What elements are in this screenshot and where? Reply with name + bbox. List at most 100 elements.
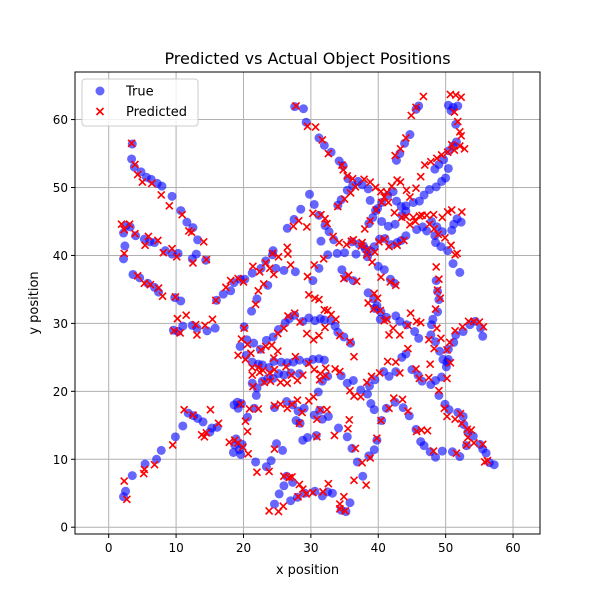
predicted-point <box>254 363 263 372</box>
predicted-point <box>172 252 181 261</box>
predicted-point <box>265 467 274 476</box>
predicted-point <box>425 220 434 229</box>
x-tick-label: 40 <box>371 541 386 555</box>
true-point <box>436 242 446 252</box>
true-point <box>342 432 352 442</box>
predicted-point <box>335 504 344 513</box>
predicted-point <box>384 330 394 339</box>
predicted-point <box>356 392 365 401</box>
predicted-point <box>309 335 318 344</box>
predicted-point <box>180 405 189 414</box>
predicted-point <box>309 392 318 401</box>
predicted-point <box>366 216 375 225</box>
predicted-point <box>345 415 354 424</box>
predicted-point <box>314 295 324 304</box>
predicted-point <box>302 329 311 338</box>
true-point <box>434 390 444 400</box>
predicted-point <box>286 260 295 270</box>
predicted-point <box>446 241 456 250</box>
predicted-point <box>234 274 243 283</box>
true-point <box>426 330 436 340</box>
predicted-point <box>270 401 279 410</box>
predicted-point <box>343 424 353 433</box>
predicted-point <box>335 331 344 340</box>
predicted-point <box>291 352 300 361</box>
predicted-point <box>169 326 179 335</box>
true-point <box>427 320 436 330</box>
predicted-point <box>344 271 353 280</box>
true-point <box>198 417 208 427</box>
predicted-point <box>346 188 355 198</box>
true-point <box>419 441 429 451</box>
predicted-point <box>345 386 355 395</box>
predicted-point <box>226 276 235 285</box>
predicted-point <box>182 311 191 320</box>
true-point <box>351 249 361 259</box>
predicted-point <box>323 306 332 315</box>
predicted-point <box>416 318 425 327</box>
true-point <box>443 163 453 173</box>
predicted-point <box>373 294 382 303</box>
true-point <box>269 499 279 509</box>
true-point <box>289 214 299 224</box>
true-point <box>290 267 300 277</box>
predicted-point <box>320 323 330 332</box>
legend-predicted-label: Predicted <box>126 105 187 120</box>
predicted-point <box>335 367 344 376</box>
predicted-point <box>240 324 249 333</box>
x-tick-label: 50 <box>438 541 453 555</box>
predicted-point <box>234 351 243 360</box>
true-point <box>345 498 355 508</box>
predicted-point <box>279 324 288 333</box>
predicted-point <box>415 211 424 221</box>
true-point <box>489 460 499 470</box>
predicted-point <box>214 419 223 428</box>
predicted-point <box>401 212 410 221</box>
predicted-point <box>362 481 371 490</box>
true-point <box>170 432 180 442</box>
true-point <box>323 371 333 381</box>
predicted-point <box>339 274 348 283</box>
predicted-point <box>375 368 384 378</box>
predicted-point <box>287 400 297 409</box>
predicted-point <box>167 244 177 253</box>
predicted-point <box>343 171 352 181</box>
x-tick-label: 10 <box>168 541 183 555</box>
predicted-point <box>407 111 416 120</box>
predicted-point <box>453 117 462 126</box>
true-point <box>314 263 324 273</box>
predicted-point <box>390 208 399 217</box>
x-tick-label: 20 <box>236 541 251 555</box>
predicted-point <box>259 279 268 289</box>
predicted-point <box>269 353 278 363</box>
predicted-point <box>411 103 421 112</box>
true-point <box>410 327 420 337</box>
predicted-point <box>293 376 302 385</box>
true-point <box>191 249 201 259</box>
true-point <box>327 488 337 498</box>
predicted-point <box>130 229 140 238</box>
true-point <box>120 241 130 251</box>
predicted-point <box>349 476 359 485</box>
predicted-point <box>281 362 291 371</box>
predicted-point <box>426 360 435 369</box>
predicted-point <box>402 186 411 195</box>
true-point <box>319 315 329 325</box>
true-point <box>152 454 162 464</box>
predicted-point <box>133 170 142 179</box>
predicted-point <box>420 161 429 170</box>
predicted-point <box>349 352 359 361</box>
predicted-point <box>243 427 252 436</box>
predicted-point <box>188 258 198 267</box>
true-point <box>369 445 379 455</box>
predicted-point <box>395 330 404 339</box>
true-point <box>271 263 281 273</box>
true-point <box>381 403 391 413</box>
true-point <box>481 448 491 458</box>
true-point <box>444 405 454 415</box>
true-point <box>269 403 279 413</box>
predicted-point <box>295 419 304 428</box>
predicted-point <box>440 233 450 242</box>
predicted-point <box>403 321 412 330</box>
predicted-point <box>260 378 269 387</box>
